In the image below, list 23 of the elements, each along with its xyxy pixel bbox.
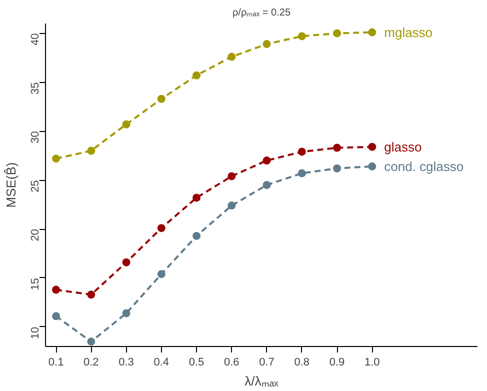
chart-title: ρ/ρₘₐₓ = 0.25 xyxy=(232,8,291,18)
y-axis-title: MSE(B̂) xyxy=(3,162,18,208)
x-tick-label: 0.2 xyxy=(84,356,99,368)
x-tick-label: 0.8 xyxy=(294,356,310,368)
x-tick-label: 0.1 xyxy=(48,356,64,368)
y-tick-label: 10 xyxy=(30,326,42,340)
y-tick-label: 35 xyxy=(30,82,42,94)
x-tick-label: 0.5 xyxy=(188,356,204,368)
series-label: mglasso xyxy=(384,24,433,40)
y-tick-label: 40 xyxy=(30,33,42,46)
y-tick-label: 25 xyxy=(30,180,42,192)
y-tick-label: 30 xyxy=(30,131,42,144)
x-tick-label: 0.7 xyxy=(259,356,274,368)
series-label: cond. cglasso xyxy=(384,158,464,174)
x-tick-label: 0.3 xyxy=(118,356,134,368)
x-axis-title: λ/λₘₐₓ xyxy=(244,374,280,388)
y-tick-label: 20 xyxy=(30,229,42,242)
x-tick-label: 0.9 xyxy=(329,356,345,368)
x-tick-label: 0.4 xyxy=(154,356,170,368)
y-tick-label: 15 xyxy=(30,278,42,290)
x-tick-label: 1.0 xyxy=(364,356,380,368)
x-tick-label: 0.6 xyxy=(224,356,240,368)
series-label: glasso xyxy=(384,139,422,154)
